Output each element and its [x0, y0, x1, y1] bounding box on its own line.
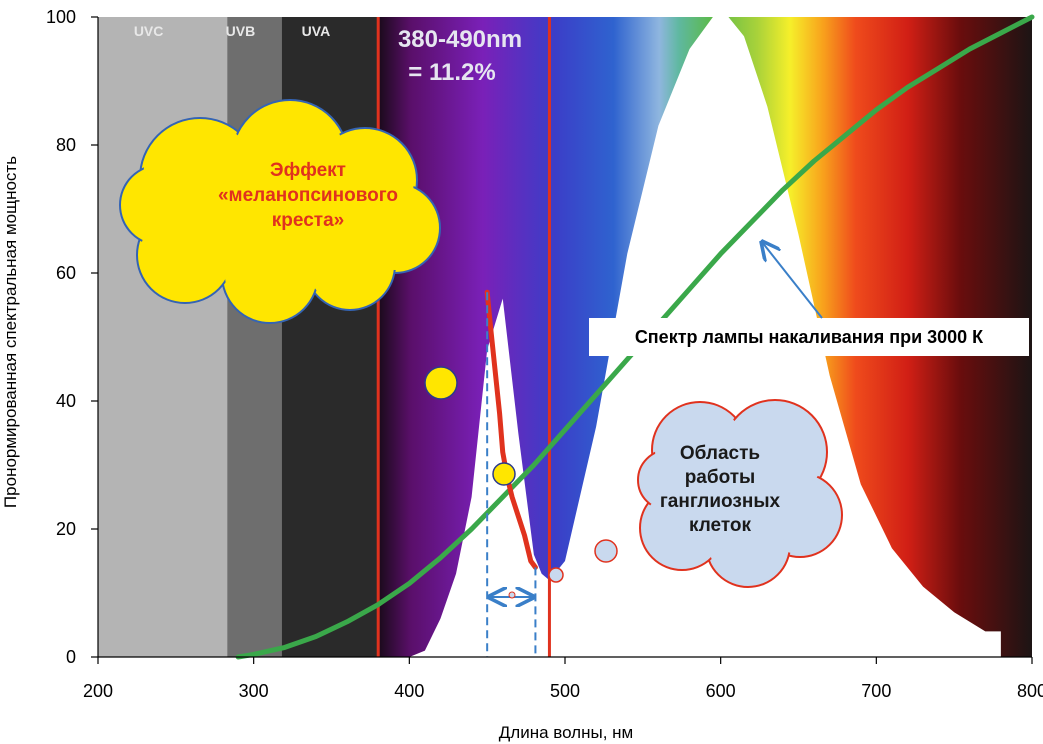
x-tick-label-800: 800 [1017, 681, 1043, 701]
y-tick-label-60: 60 [56, 263, 76, 283]
y-tick-label-20: 20 [56, 519, 76, 539]
uv-band-labels: UVC UVB UVA [134, 23, 330, 39]
series-line-0 [235, 14, 1035, 660]
ganglion-bubble-mid [594, 539, 618, 563]
ganglion-bubble-small [548, 567, 564, 583]
ganglion-text-4: клеток [689, 515, 752, 536]
melanopsin-text-3: креста» [272, 210, 344, 231]
melanopsin-text-2: «меланопсинового [218, 185, 398, 206]
y-tick-label-80: 80 [56, 135, 76, 155]
axes: 200 300 400 500 600 700 800 0 20 40 60 80 100 [46, 7, 1043, 701]
band-uvc [98, 17, 228, 657]
y-axis-title: Пронормированная спектральная мощность [1, 156, 20, 508]
x-tick-label-200: 200 [83, 681, 113, 701]
y-tick-label-40: 40 [56, 391, 76, 411]
melanopsin-cloud: Эффект «меланопсинового креста» [119, 99, 441, 324]
range-lines [376, 17, 551, 657]
x-tick-label-500: 500 [550, 681, 580, 701]
melanopsin-text-1: Эффект [270, 160, 346, 181]
y-tick-label-100: 100 [46, 7, 76, 27]
lamp-label: Спектр лампы накаливания при 3000 К [635, 327, 984, 347]
x-tick-label-300: 300 [239, 681, 269, 701]
x-tick-label-600: 600 [706, 681, 736, 701]
x-tick-label-400: 400 [394, 681, 424, 701]
lamp-label-box: Спектр лампы накаливания при 3000 К [589, 318, 1029, 356]
x-axis-title: Длина волны, нм [499, 723, 633, 742]
ganglion-bubble-tiny [508, 591, 516, 599]
cloud-bubble-small [492, 462, 516, 486]
band-label-uvb: UVB [226, 23, 256, 39]
x-tick-label-700: 700 [861, 681, 891, 701]
cloud-bubble-large [424, 366, 458, 400]
lamp-label-arrow [762, 242, 823, 319]
ganglion-text-3: ганглиозных [660, 491, 781, 512]
band-label-uvc: UVC [134, 23, 164, 39]
ganglion-cloud: Область работы ганглиозных клеток [637, 399, 843, 588]
range-label-line2: = 11.2% [408, 59, 495, 86]
range-label-line1: 380-490nm [398, 26, 522, 53]
ganglion-text-1: Область [680, 443, 760, 464]
band-label-uva: UVA [302, 23, 331, 39]
ganglion-text-2: работы [685, 467, 756, 488]
y-tick-label-0: 0 [66, 647, 76, 667]
